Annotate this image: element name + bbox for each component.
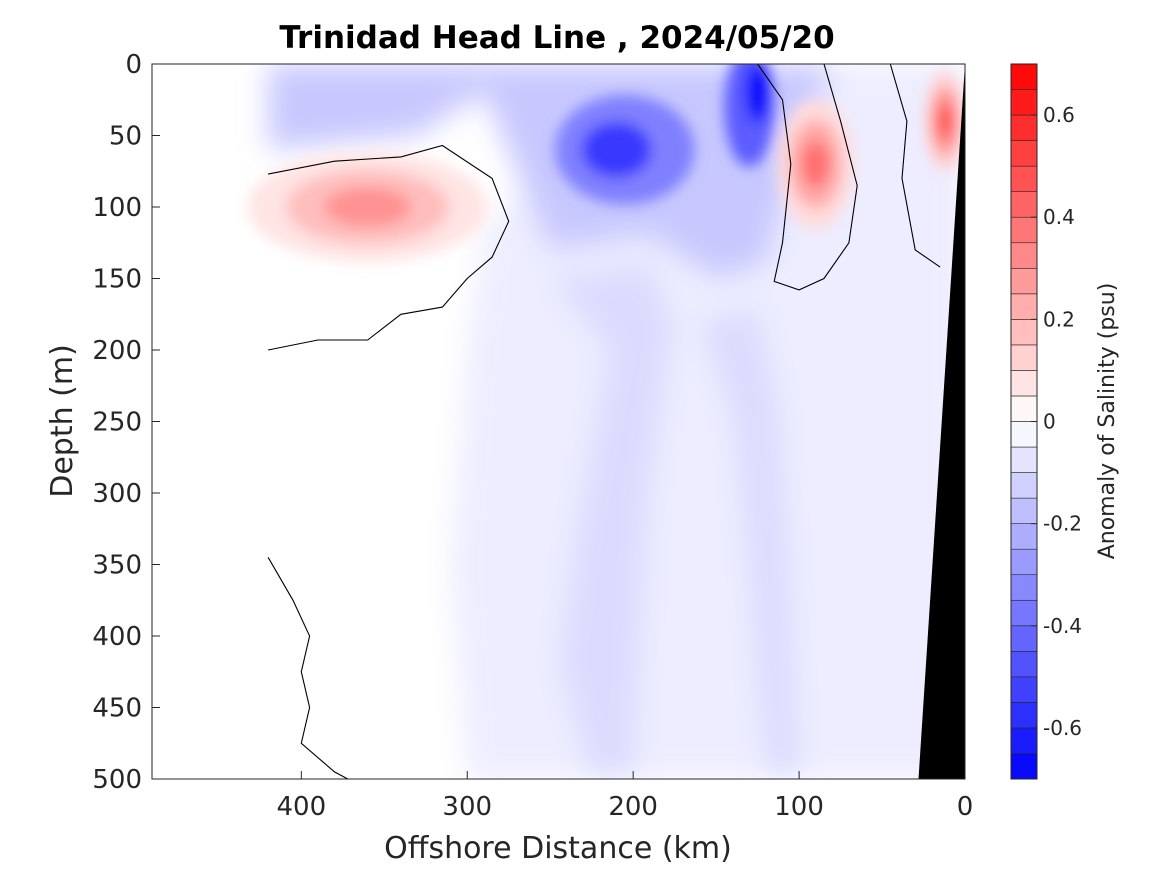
colorbar-tick-label: 0.4 — [1043, 205, 1075, 229]
colorbar-segment — [1010, 753, 1038, 780]
colorbar-segment — [1010, 625, 1038, 652]
colorbar-segment — [1010, 421, 1038, 448]
colorbar-segment — [1010, 702, 1038, 729]
colorbar-tick-label: -0.4 — [1043, 614, 1082, 638]
zero-contour-line — [889, 64, 941, 268]
colorbar-segment — [1010, 140, 1038, 167]
colorbar-segment — [1010, 63, 1038, 90]
y-tick-label: 250 — [92, 408, 142, 438]
y-tick-label: 150 — [92, 265, 142, 295]
zero-contour-line — [757, 64, 858, 291]
field-fresh-core-1-peak — [581, 121, 652, 178]
colorbar-tick-label: -0.6 — [1043, 716, 1082, 740]
sea-floor-wedge — [918, 64, 965, 779]
colorbar-segment — [1010, 651, 1038, 678]
field-fresh-plume-2 — [699, 307, 800, 779]
x-tick-label: 0 — [957, 792, 974, 822]
y-tick-label: 400 — [92, 622, 142, 652]
field-salty-core — [801, 140, 830, 188]
x-tick-label: 300 — [442, 792, 492, 822]
colorbar-segment — [1010, 293, 1038, 320]
y-axis: 0 50 100 150 200 250 300 350 400 450 500 — [92, 50, 160, 795]
colorbar-segment — [1010, 497, 1038, 524]
colorbar-segment — [1010, 523, 1038, 550]
y-tick-label: 300 — [92, 479, 142, 509]
colorbar: -0.6 -0.4 -0.2 0 0.2 0.4 0.6 — [1010, 63, 1082, 780]
colorbar-segment — [1010, 395, 1038, 422]
y-tick-label: 450 — [92, 694, 142, 724]
y-tick-label: 0 — [125, 50, 142, 80]
y-tick-label: 500 — [92, 765, 142, 795]
field-fresh-plume-1 — [550, 264, 675, 779]
colorbar-segment — [1010, 114, 1038, 141]
colorbar-segment — [1010, 165, 1038, 192]
colorbar-segment — [1010, 599, 1038, 627]
x-axis-label: Offshore Distance (km) — [384, 831, 732, 866]
field-fresh-core-2-peak — [745, 64, 770, 123]
colorbar-segment — [1010, 216, 1038, 244]
colorbar-segment — [1010, 446, 1038, 473]
x-axis: 400 300 200 100 0 — [277, 771, 974, 822]
sea-floor — [918, 64, 965, 779]
y-tick-label: 200 — [92, 336, 142, 366]
anomaly-field — [247, 64, 965, 779]
y-tick-label: 100 — [92, 193, 142, 223]
colorbar-tick-label: -0.2 — [1043, 512, 1082, 536]
x-tick-label: 200 — [608, 792, 658, 822]
colorbar-segment — [1010, 727, 1038, 754]
colorbar-segment — [1010, 191, 1038, 218]
plot-area — [152, 64, 965, 779]
colorbar-segment — [1010, 472, 1038, 499]
colorbar-segment — [1010, 676, 1038, 703]
zero-contour-line — [267, 144, 510, 351]
colorbar-segment — [1010, 89, 1038, 116]
colorbar-segment — [1010, 242, 1038, 269]
zero-contour-line — [267, 557, 349, 779]
zero-contours — [267, 64, 941, 779]
y-tick-label: 50 — [109, 122, 142, 152]
colorbar-segment — [1010, 344, 1038, 371]
colorbar-tick-label: 0 — [1043, 410, 1056, 434]
y-tick-label: 350 — [92, 551, 142, 581]
field-fresh-upper — [268, 64, 833, 279]
colorbar-segment — [1010, 548, 1038, 576]
colorbar-segment — [1010, 574, 1038, 601]
colorbar-segment — [1010, 267, 1038, 295]
x-tick-label: 100 — [774, 792, 824, 822]
field-salty-core — [937, 103, 953, 140]
colorbar-segment — [1010, 370, 1038, 397]
x-tick-label: 400 — [277, 792, 327, 822]
colorbar-segment — [1010, 319, 1038, 346]
colorbar-tick-label: 0.6 — [1043, 103, 1075, 127]
y-axis-label: Depth (m) — [45, 344, 80, 498]
field-salty-core — [324, 187, 411, 227]
colorbar-tick-label: 0.2 — [1043, 307, 1075, 331]
chart-title: Trinidad Head Line , 2024/05/20 — [279, 20, 834, 56]
colorbar-label: Anomaly of Salinity (psu) — [1095, 283, 1120, 560]
